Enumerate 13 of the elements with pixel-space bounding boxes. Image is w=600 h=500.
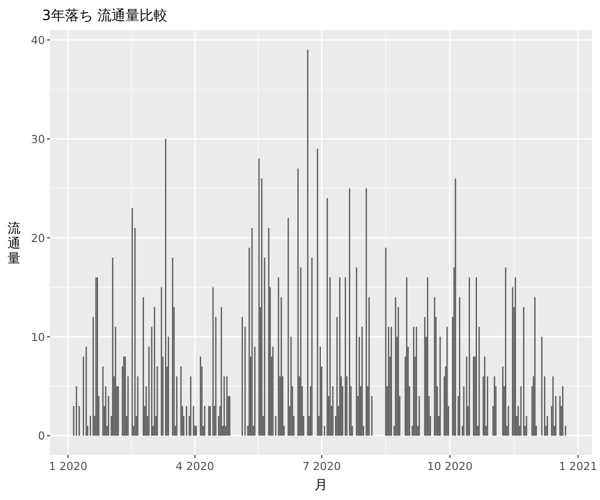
y-tick-label: 0 <box>38 430 45 443</box>
x-tick-label: 4 2020 <box>176 460 214 473</box>
y-axis-title: 流通量 <box>8 220 20 266</box>
x-tick-label: 1 2020 <box>48 460 88 473</box>
y-tick-label: 40 <box>31 34 45 47</box>
y-tick-label: 10 <box>31 330 45 344</box>
x-tick-label: 10 2020 <box>427 460 473 473</box>
y-tick-label: 20 <box>31 232 45 245</box>
chart-title: 3年落ち 流通量比較 <box>42 8 168 24</box>
y-tick-label: 30 <box>31 132 45 146</box>
x-axis-title: 月 <box>314 478 328 493</box>
x-tick-label: 7 2020 <box>302 460 341 473</box>
x-tick-label: 1 2021 <box>558 460 598 473</box>
